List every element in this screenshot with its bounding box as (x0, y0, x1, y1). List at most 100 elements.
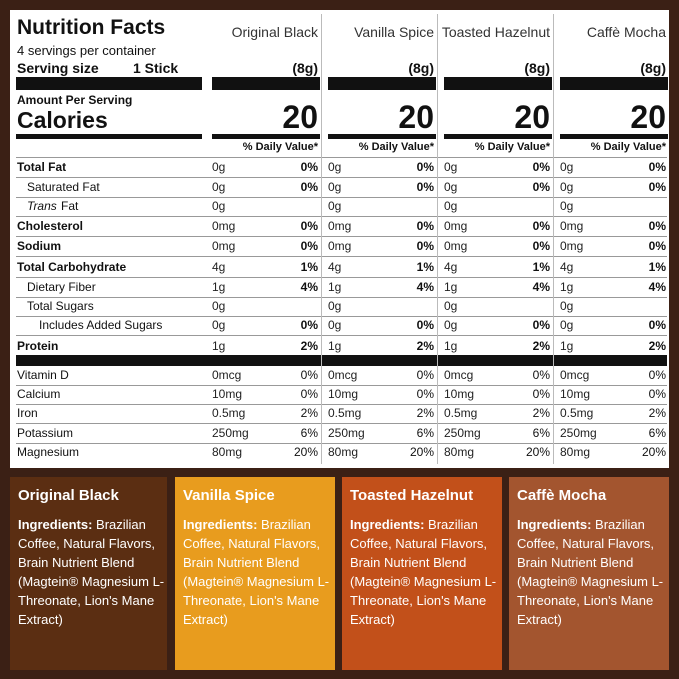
daily-value: 0% (648, 318, 666, 332)
ingredients-text: Ingredients: Brazilian Coffee, Natural F… (350, 515, 502, 629)
daily-value: 1% (532, 260, 550, 274)
daily-value: 20% (641, 445, 666, 459)
divider (16, 216, 667, 217)
daily-value: 6% (300, 426, 318, 440)
calories-value: 20 (514, 99, 550, 135)
ingredients-label: Ingredients: (183, 517, 258, 532)
title: Nutrition Facts (17, 16, 166, 39)
daily-value: 4% (300, 280, 318, 294)
rule (444, 134, 552, 139)
divider (16, 277, 667, 278)
amount: 4g (212, 260, 226, 274)
amount: 0g (328, 160, 342, 174)
serving-weight: (8g) (640, 60, 666, 76)
amount: 0g (212, 318, 226, 332)
divider (16, 443, 667, 444)
daily-value: 0% (648, 387, 666, 401)
daily-value: 0% (416, 318, 434, 332)
amount: 0mcg (212, 368, 242, 382)
amount: 0mg (560, 219, 584, 233)
amount: 0mg (212, 239, 236, 253)
row-label: Dietary Fiber (27, 280, 96, 294)
amount: 0g (328, 199, 342, 213)
row-label: Protein (17, 339, 59, 353)
daily-value: 2% (416, 339, 434, 353)
row-label: Sodium (17, 239, 61, 253)
amount: 1g (212, 280, 226, 294)
ingredients-list: Brazilian Coffee, Natural Flavors, Brain… (517, 517, 664, 627)
column-divider (553, 14, 554, 464)
ingredient-card: Original Black Ingredients: Brazilian Cof… (10, 477, 167, 670)
product-heading: Original Black (18, 487, 119, 504)
amount: 10mg (212, 387, 243, 401)
daily-value: 0% (416, 160, 434, 174)
amount: 0g (212, 160, 226, 174)
daily-value: 0% (416, 219, 434, 233)
amount: 0mg (444, 239, 468, 253)
amount: 250mg (560, 426, 597, 440)
dv-header: % Daily Value* (590, 141, 666, 153)
product-heading: Caffè Mocha (517, 487, 607, 504)
daily-value: 0% (648, 368, 666, 382)
amount: 0g (444, 180, 458, 194)
rule (16, 77, 202, 90)
row-label: Total Fat (17, 160, 67, 174)
daily-value: 0% (300, 160, 318, 174)
amount: 1g (444, 339, 458, 353)
ingredients-text: Ingredients: Brazilian Coffee, Natural F… (183, 515, 335, 629)
divider (16, 297, 667, 298)
amount-per-serving: Amount Per Serving (17, 93, 133, 107)
daily-value: 0% (532, 180, 550, 194)
daily-value: 0% (532, 387, 550, 401)
daily-value: 4% (416, 280, 434, 294)
amount: 0.5mg (212, 406, 246, 420)
daily-value: 0% (648, 219, 666, 233)
rule (560, 77, 668, 90)
daily-value: 2% (532, 339, 550, 353)
amount: 0g (560, 299, 574, 313)
dv-header: % Daily Value* (358, 141, 434, 153)
column-divider (321, 14, 322, 464)
divider (16, 316, 667, 317)
daily-value: 4% (532, 280, 550, 294)
amount: 0g (328, 180, 342, 194)
daily-value: 0% (648, 180, 666, 194)
rule (212, 77, 320, 90)
serving-size-label: Serving size (17, 60, 99, 76)
serving-size-value: 1 Stick (133, 60, 179, 76)
rule (212, 134, 320, 139)
ingredients-list: Brazilian Coffee, Natural Flavors, Brain… (18, 517, 165, 627)
daily-value: 1% (416, 260, 434, 274)
ingredients-label: Ingredients: (350, 517, 425, 532)
ingredients-list: Brazilian Coffee, Natural Flavors, Brain… (350, 517, 497, 627)
daily-value: 20% (293, 445, 318, 459)
rule (16, 355, 667, 366)
row-label: Saturated Fat (27, 180, 100, 194)
daily-value: 0% (300, 219, 318, 233)
serving-weight: (8g) (292, 60, 318, 76)
product-name: Caffè Mocha (586, 24, 666, 40)
row-label-italic: Trans (27, 199, 57, 213)
ingredients-list: Brazilian Coffee, Natural Flavors, Brain… (183, 517, 330, 627)
amount: 1g (328, 280, 342, 294)
amount: 1g (560, 280, 574, 294)
daily-value: 0% (300, 180, 318, 194)
dv-header: % Daily Value* (242, 141, 318, 153)
rule (328, 134, 436, 139)
amount: 0g (560, 180, 574, 194)
row-label: Calcium (17, 387, 61, 401)
amount: 0mg (328, 239, 352, 253)
dv-header: % Daily Value* (474, 141, 550, 153)
daily-value: 2% (300, 406, 318, 420)
ingredient-card: Toasted Hazelnut Ingredients: Brazilian C… (342, 477, 502, 670)
daily-value: 2% (416, 406, 434, 420)
daily-value: 6% (532, 426, 550, 440)
amount: 0.5mg (444, 406, 478, 420)
daily-value: 0% (300, 387, 318, 401)
amount: 0g (328, 299, 342, 313)
calories-label: Calories (17, 107, 108, 133)
divider (16, 385, 667, 386)
daily-value: 0% (300, 318, 318, 332)
divider (16, 256, 667, 257)
daily-value: 0% (416, 239, 434, 253)
